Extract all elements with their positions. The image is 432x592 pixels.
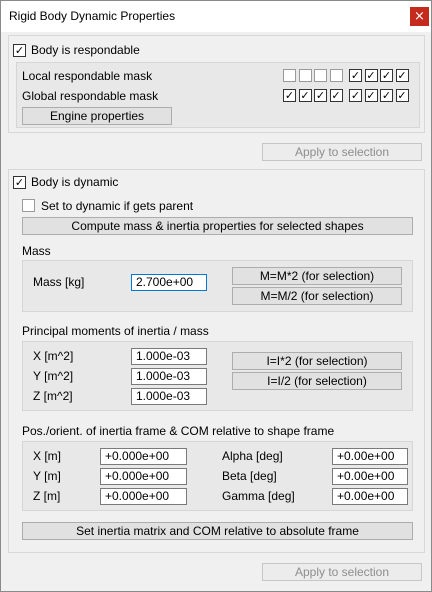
check-icon: ✓	[366, 69, 376, 82]
dynamic-label: Body is dynamic	[31, 175, 119, 189]
mass-input[interactable]: 2.700e+00	[131, 274, 207, 291]
check-icon: ✓	[381, 69, 392, 82]
check-icon: ✓	[381, 89, 392, 102]
check-icon: ✓	[397, 89, 407, 102]
dynamic-if-parent-label: Set to dynamic if gets parent	[41, 199, 194, 213]
global-mask-bit-3[interactable]: ✓	[329, 89, 343, 102]
global-mask-bit-2[interactable]: ✓	[314, 89, 327, 102]
inertia-x-input[interactable]: 1.000e-03	[131, 348, 207, 365]
inertia-group-label: Principal moments of inertia / mass	[22, 324, 209, 338]
frame-beta-label: Beta [deg]	[222, 469, 277, 483]
frame-z-label: Z [m]	[33, 489, 61, 503]
global-mask-bit-5[interactable]: ✓	[364, 89, 378, 102]
inertia-y-input[interactable]: 1.000e-03	[131, 368, 207, 385]
inertia-half-button[interactable]: I=I/2 (for selection)	[232, 372, 402, 390]
frame-group-label: Pos./orient. of inertia frame & COM rela…	[22, 424, 335, 438]
frame-gamma-input[interactable]: +0.00e+00	[332, 488, 408, 505]
inertia-z-input[interactable]: 1.000e-03	[131, 388, 207, 405]
frame-y-input[interactable]: +0.000e+00	[100, 468, 187, 485]
respondable-label: Body is respondable	[31, 43, 140, 57]
mass-group-label: Mass	[22, 244, 51, 258]
inertia-double-button[interactable]: I=I*2 (for selection)	[232, 352, 402, 370]
local-mask-bit-4[interactable]: ✓	[349, 69, 362, 82]
local-mask-bit-2[interactable]	[314, 69, 327, 82]
check-icon: ✓	[331, 89, 341, 102]
close-button[interactable]: ×	[410, 7, 429, 26]
local-mask-bit-1[interactable]	[298, 69, 312, 82]
local-mask-label: Local respondable mask	[22, 69, 153, 83]
engine-properties-button[interactable]: Engine properties	[22, 107, 172, 125]
title-bar[interactable]: Rigid Body Dynamic Properties ×	[1, 1, 431, 32]
check-icon: ✓	[366, 89, 376, 102]
dynamic-checkbox[interactable]: ✓	[13, 176, 26, 189]
check-icon: ✓	[14, 44, 25, 57]
dynamic-if-parent-checkbox[interactable]	[22, 199, 35, 212]
inertia-y-label: Y [m^2]	[33, 369, 74, 383]
local-mask-bit-7[interactable]: ✓	[395, 69, 409, 82]
inertia-z-label: Z [m^2]	[33, 389, 73, 403]
check-icon: ✓	[315, 89, 326, 102]
frame-y-label: Y [m]	[33, 469, 61, 483]
check-icon: ✓	[284, 89, 295, 102]
local-mask-bit-0[interactable]	[283, 69, 296, 82]
frame-alpha-label: Alpha [deg]	[222, 449, 283, 463]
local-mask-bit-3[interactable]	[329, 69, 343, 82]
check-icon: ✓	[350, 69, 361, 82]
local-mask-bit-5[interactable]: ✓	[364, 69, 378, 82]
dynamic-apply-button[interactable]: Apply to selection	[262, 563, 422, 581]
check-icon: ✓	[397, 69, 407, 82]
check-icon: ✓	[350, 89, 361, 102]
frame-alpha-input[interactable]: +0.00e+00	[332, 448, 408, 465]
check-icon: ✓	[300, 89, 310, 102]
frame-beta-input[interactable]: +0.00e+00	[332, 468, 408, 485]
respondable-checkbox[interactable]: ✓	[13, 44, 26, 57]
global-mask-bit-6[interactable]: ✓	[380, 89, 393, 102]
frame-z-input[interactable]: +0.000e+00	[100, 488, 187, 505]
frame-x-label: X [m]	[33, 449, 62, 463]
set-inertia-absolute-button[interactable]: Set inertia matrix and COM relative to a…	[22, 522, 413, 540]
mass-label: Mass [kg]	[33, 275, 85, 289]
window-title: Rigid Body Dynamic Properties	[9, 9, 176, 23]
inertia-x-label: X [m^2]	[33, 349, 74, 363]
global-mask-bit-7[interactable]: ✓	[395, 89, 409, 102]
frame-gamma-label: Gamma [deg]	[222, 489, 295, 503]
mass-double-button[interactable]: M=M*2 (for selection)	[232, 267, 402, 285]
global-mask-bit-1[interactable]: ✓	[298, 89, 312, 102]
compute-mass-inertia-button[interactable]: Compute mass & inertia properties for se…	[22, 217, 413, 235]
mass-half-button[interactable]: M=M/2 (for selection)	[232, 287, 402, 305]
global-mask-label: Global respondable mask	[22, 89, 159, 103]
global-mask-bit-4[interactable]: ✓	[349, 89, 362, 102]
global-mask-bit-0[interactable]: ✓	[283, 89, 296, 102]
respondable-apply-button[interactable]: Apply to selection	[262, 143, 422, 161]
check-icon: ✓	[14, 176, 25, 189]
frame-x-input[interactable]: +0.000e+00	[100, 448, 187, 465]
local-mask-bit-6[interactable]: ✓	[380, 69, 393, 82]
